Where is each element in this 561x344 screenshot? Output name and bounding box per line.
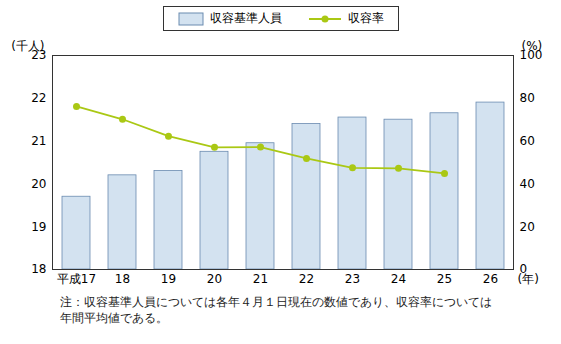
svg-text:22: 22 <box>31 91 46 105</box>
svg-text:26: 26 <box>483 272 498 286</box>
svg-text:(千人): (千人) <box>11 39 44 53</box>
svg-text:40: 40 <box>520 177 535 191</box>
svg-text:60: 60 <box>520 134 535 148</box>
svg-text:19: 19 <box>31 220 46 234</box>
svg-text:平成17: 平成17 <box>57 272 96 286</box>
html-text:収容基準人員: 収容基準人員 <box>209 11 282 25</box>
svg-text:80: 80 <box>520 91 535 105</box>
svg-text:25: 25 <box>437 272 452 286</box>
svg-text:18: 18 <box>31 262 46 276</box>
html-text:注：収容基準人員については各年４月１日現在の数値であり、収容: 注：収容基準人員については各年４月１日現在の数値であり、収容率については年間平均… <box>60 295 492 325</box>
svg-text:20: 20 <box>207 272 222 286</box>
svg-text:20: 20 <box>520 220 535 234</box>
svg-text:18: 18 <box>115 272 130 286</box>
svg-text:21: 21 <box>253 272 268 286</box>
svg-text:22: 22 <box>299 272 314 286</box>
html-text:収容率: 収容率 <box>347 11 384 25</box>
svg-text:(年): (年) <box>518 272 539 286</box>
svg-text:24: 24 <box>391 272 406 286</box>
svg-text:23: 23 <box>345 272 360 286</box>
svg-text:100: 100 <box>519 48 543 63</box>
svg-text:(%): (%) <box>522 39 543 53</box>
svg-text:0: 0 <box>519 262 528 277</box>
svg-text:21: 21 <box>31 134 46 148</box>
svg-text:19: 19 <box>161 272 176 286</box>
svg-text:20: 20 <box>31 177 46 191</box>
svg-text:23: 23 <box>31 48 47 63</box>
